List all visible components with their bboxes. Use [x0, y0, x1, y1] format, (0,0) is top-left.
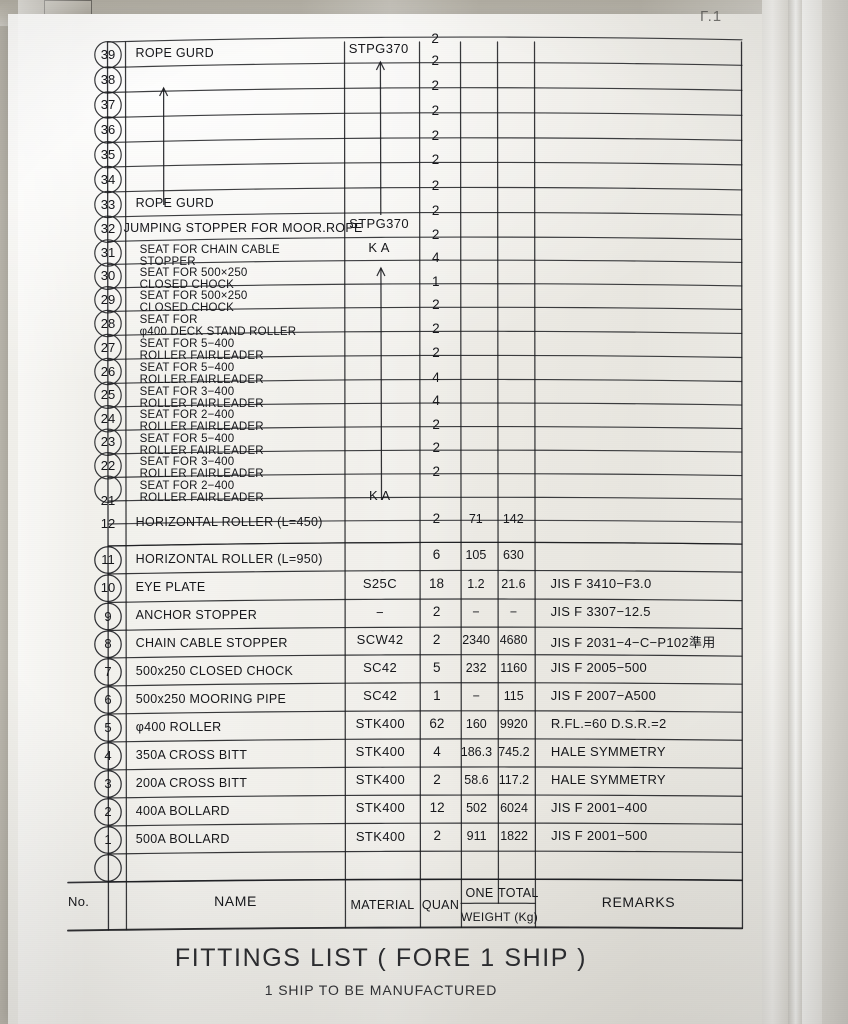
plastic-sleeve-edge-4 [822, 0, 848, 1024]
document-sheet [8, 14, 770, 1024]
plastic-sleeve-edge-2 [788, 0, 802, 1024]
plastic-sleeve-edge-3 [802, 0, 822, 1024]
plastic-sleeve-edge-1 [762, 0, 788, 1024]
sheet-corner-mark: Γ.1 [700, 8, 723, 25]
